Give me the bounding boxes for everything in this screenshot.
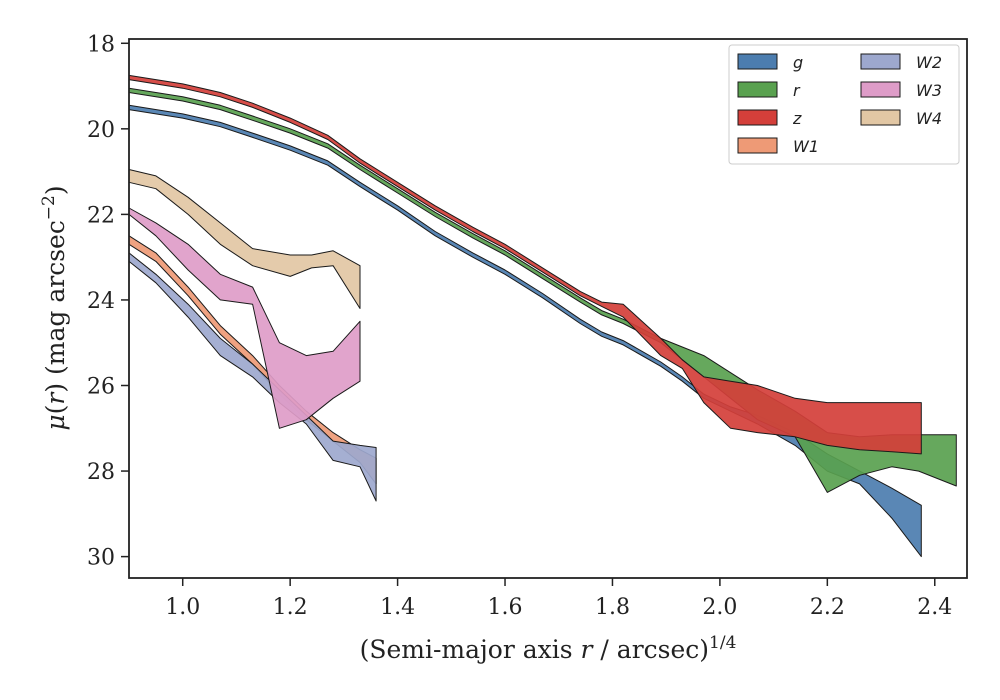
y-tick-label: 20: [87, 118, 115, 143]
legend-label-r: r: [793, 81, 801, 100]
series-bands: [128, 74, 957, 558]
legend: grz W1 W2 W3 W4: [728, 44, 960, 165]
x-tick-label: 2.2: [810, 595, 845, 620]
legend-label-z: z: [792, 109, 802, 128]
x-tick-label: 2.4: [917, 595, 952, 620]
legend-label-w4: W4: [916, 109, 942, 128]
band-w4: [128, 169, 361, 309]
legend-swatch-g: [737, 53, 778, 70]
y-tick-label: 30: [87, 546, 115, 571]
y-tick-label: 24: [87, 289, 115, 314]
legend-label-g: g: [793, 53, 803, 72]
y-axis-ticks: 18 20 22 24 26 28 30: [87, 32, 129, 571]
legend-swatch-z: [737, 109, 778, 126]
legend-swatch-r: [737, 81, 778, 98]
legend-swatch-w4: [860, 109, 901, 126]
band-w3: [128, 207, 361, 429]
x-tick-label: 1.8: [595, 595, 630, 620]
x-tick-label: 2.0: [702, 595, 737, 620]
y-tick-label: 26: [87, 375, 115, 400]
band-w2: [128, 252, 377, 502]
legend-swatch-w1: [737, 137, 778, 154]
legend-label-w1: W1: [793, 137, 819, 156]
x-tick-label: 1.2: [273, 595, 308, 620]
y-tick-label: 22: [87, 203, 115, 228]
x-tick-label: 1.6: [488, 595, 523, 620]
legend-swatch-w3: [860, 81, 901, 98]
plot-frame: [128, 38, 968, 579]
y-axis-label: μ(r) (mag arcsec−2): [39, 185, 70, 430]
x-axis-ticks: 1.0 1.2 1.4 1.6 1.8 2.0 2.2 2.4: [165, 578, 952, 620]
x-tick-label: 1.4: [380, 595, 415, 620]
legend-label-w3: W3: [916, 81, 942, 100]
y-tick-label: 18: [87, 32, 115, 57]
legend-label-w2: W2: [916, 53, 942, 72]
y-tick-label: 28: [87, 460, 115, 485]
legend-swatch-w2: [860, 53, 901, 70]
legend-frame: [728, 44, 960, 165]
band-z: [128, 74, 922, 455]
band-g: [128, 104, 922, 558]
x-tick-label: 1.0: [165, 595, 200, 620]
x-axis-label: (Semi-major axis r / arcsec)1/4: [360, 633, 737, 664]
